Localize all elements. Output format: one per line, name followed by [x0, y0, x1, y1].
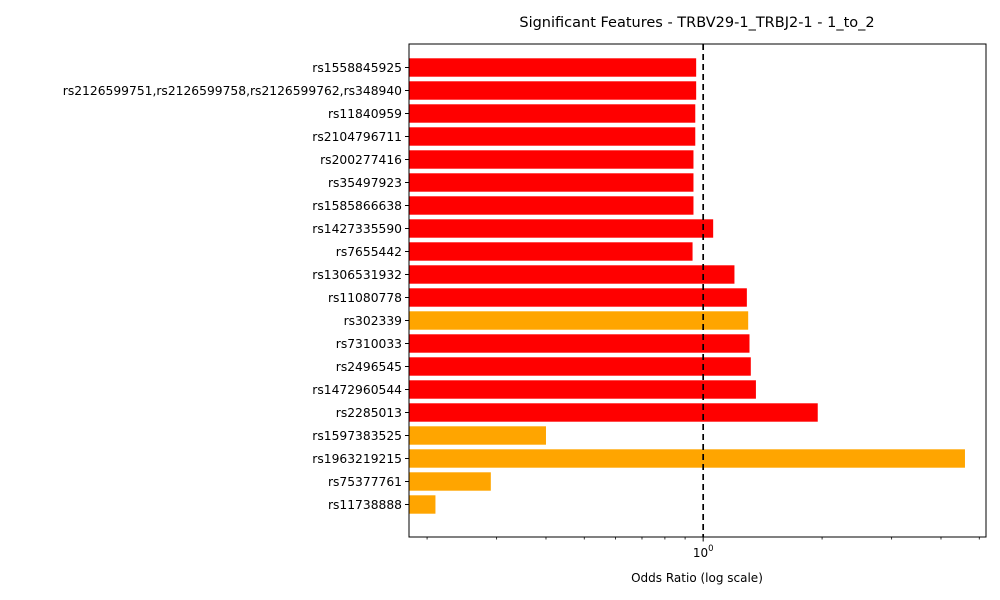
bar	[409, 196, 694, 215]
y-tick-label: rs11738888	[328, 498, 402, 512]
bar	[409, 403, 818, 422]
y-tick-label: rs2496545	[336, 360, 402, 374]
x-axis-label: Odds Ratio (log scale)	[631, 571, 763, 585]
bar	[409, 472, 491, 491]
bar	[409, 334, 750, 353]
y-tick-label: rs200277416	[320, 153, 402, 167]
y-tick-label: rs1472960544	[312, 383, 402, 397]
bar	[409, 127, 696, 146]
bar	[409, 81, 697, 100]
bars-group	[409, 58, 965, 514]
y-tick-label: rs302339	[344, 314, 402, 328]
bar	[409, 104, 696, 123]
bar	[409, 288, 747, 307]
bar	[409, 426, 546, 445]
y-tick-label: rs1306531932	[312, 268, 402, 282]
y-tick-label: rs1585866638	[312, 199, 402, 213]
y-tick-label: rs75377761	[328, 475, 402, 489]
bar	[409, 449, 965, 468]
y-tick-label: rs1597383525	[312, 429, 402, 443]
x-tick-label: 100	[693, 544, 714, 560]
y-tick-label: rs7310033	[336, 337, 402, 351]
y-tick-labels: rs1558845925 rs2126599751,rs2126599758,rs…	[63, 61, 409, 512]
y-tick-label: rs11080778	[328, 291, 402, 305]
bar	[409, 311, 749, 330]
bar	[409, 380, 756, 399]
y-tick-label: rs2104796711	[312, 130, 402, 144]
bar	[409, 495, 436, 514]
bar	[409, 219, 714, 238]
bar	[409, 173, 694, 192]
y-tick-label: rs1558845925	[312, 61, 402, 75]
y-tick-label: rs35497923	[328, 176, 402, 190]
chart-title: Significant Features - TRBV29-1_TRBJ2-1 …	[519, 15, 874, 31]
bar	[409, 357, 751, 376]
bar	[409, 242, 693, 261]
x-ticks: 100	[426, 537, 980, 560]
y-tick-label: rs2285013	[336, 406, 402, 420]
bar	[409, 150, 694, 169]
y-tick-label: rs1963219215	[312, 452, 402, 466]
y-tick-label: rs7655442	[336, 245, 402, 259]
bar	[409, 58, 697, 77]
axes-frame	[408, 43, 987, 538]
y-tick-label: rs2126599751,rs2126599758,rs2126599762,r…	[63, 84, 402, 98]
y-tick-label: rs1427335590	[312, 222, 402, 236]
bar	[409, 265, 735, 284]
y-tick-label: rs11840959	[328, 107, 402, 121]
